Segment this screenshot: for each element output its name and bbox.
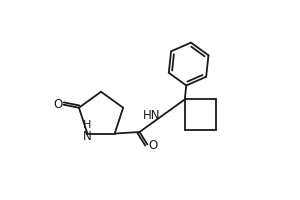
Text: O: O [53, 98, 63, 111]
Text: H: H [83, 120, 92, 130]
Text: O: O [148, 139, 157, 152]
Text: HN: HN [143, 109, 160, 122]
Text: N: N [83, 130, 92, 143]
